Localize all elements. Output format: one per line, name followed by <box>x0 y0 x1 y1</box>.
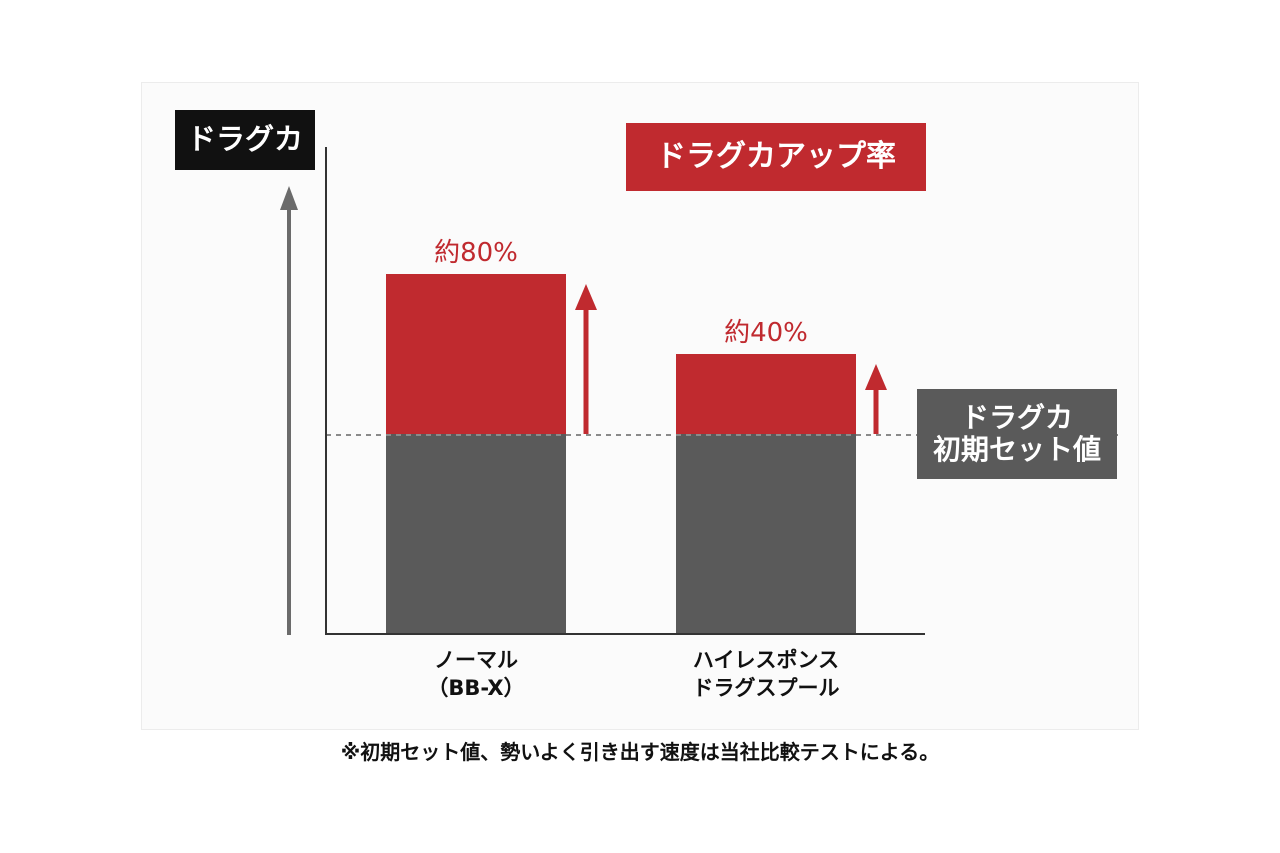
increase-arrow <box>575 284 597 434</box>
baseline-label-line-1: ドラグカ <box>960 400 1073 434</box>
baseline-label-line-2: 初期セット値 <box>932 433 1101 466</box>
increase-arrow <box>865 364 887 434</box>
y-axis-label: ドラグカ <box>175 110 315 170</box>
chart-title: ドラグカアップ率 <box>626 123 926 191</box>
bar-increase-segment <box>386 274 566 434</box>
bar-base-segment <box>386 434 566 634</box>
category-label-line: ノーマル <box>434 648 518 672</box>
bar-base-segment <box>676 434 856 634</box>
category-label-line: ハイレスポンス <box>692 648 840 672</box>
category-label-high-response: ハイレスポンス ドラグスプール <box>646 646 886 703</box>
category-label-line: （BB-X） <box>427 676 525 701</box>
footnote: ※初期セット値、勢いよく引き出す速度は当社比較テストによる。 <box>340 740 940 764</box>
category-label-normal: ノーマル （BB-X） <box>356 646 596 703</box>
data-label-normal: 約80% <box>434 238 518 268</box>
bar-increase-segment <box>676 354 856 434</box>
category-label-line: ドラグスプール <box>692 676 840 701</box>
data-label-high-response: 約40% <box>724 318 808 348</box>
y-axis-arrow <box>280 186 298 635</box>
baseline-label: ドラグカ 初期セット値 <box>917 389 1117 479</box>
